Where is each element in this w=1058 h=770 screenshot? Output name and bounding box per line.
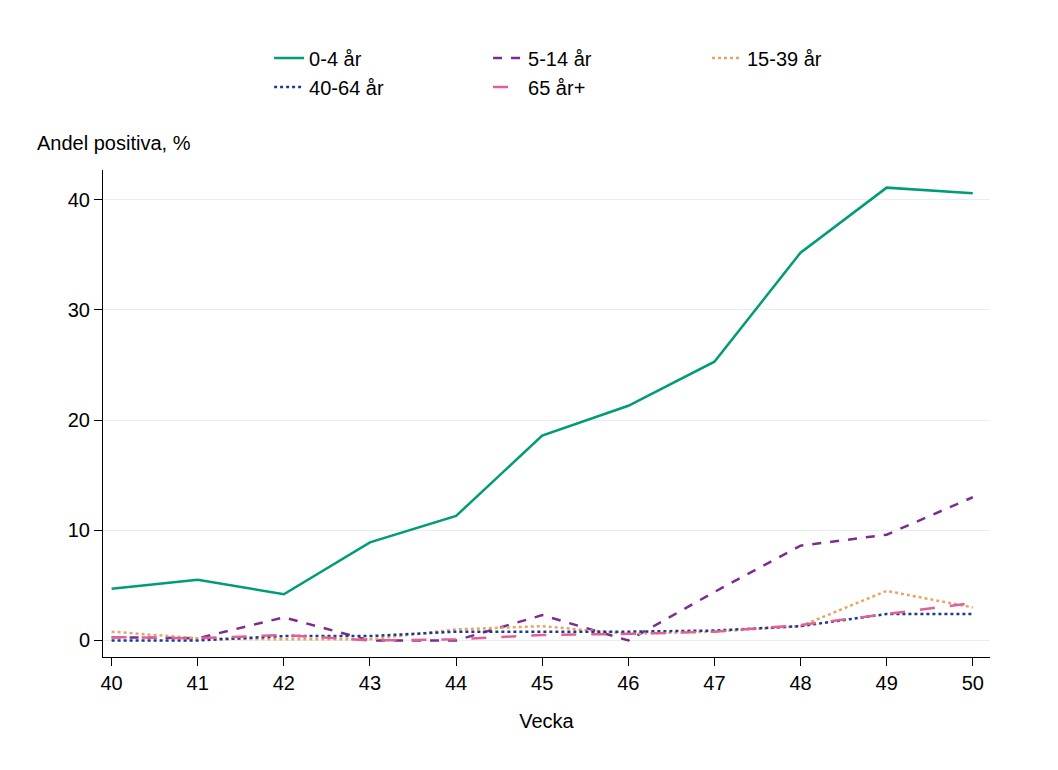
svg-text:48: 48 [789,672,811,694]
svg-text:42: 42 [273,672,295,694]
svg-text:20: 20 [68,409,90,431]
svg-text:15-39 år: 15-39 år [747,48,822,70]
svg-text:65 år+: 65 år+ [528,77,585,99]
svg-text:45: 45 [531,672,553,694]
svg-text:44: 44 [445,672,467,694]
svg-text:46: 46 [617,672,639,694]
svg-text:41: 41 [187,672,209,694]
svg-text:0-4 år: 0-4 år [309,48,362,70]
svg-text:49: 49 [876,672,898,694]
svg-text:47: 47 [703,672,725,694]
svg-text:0: 0 [79,629,90,651]
svg-text:5-14 år: 5-14 år [528,48,592,70]
svg-text:40: 40 [68,189,90,211]
svg-text:Andel positiva, %: Andel positiva, % [37,132,191,154]
svg-text:30: 30 [68,299,90,321]
svg-text:40-64 år: 40-64 år [309,77,384,99]
svg-text:43: 43 [359,672,381,694]
svg-text:40: 40 [100,672,122,694]
svg-text:Vecka: Vecka [519,710,574,732]
svg-text:10: 10 [68,519,90,541]
svg-text:50: 50 [962,672,984,694]
